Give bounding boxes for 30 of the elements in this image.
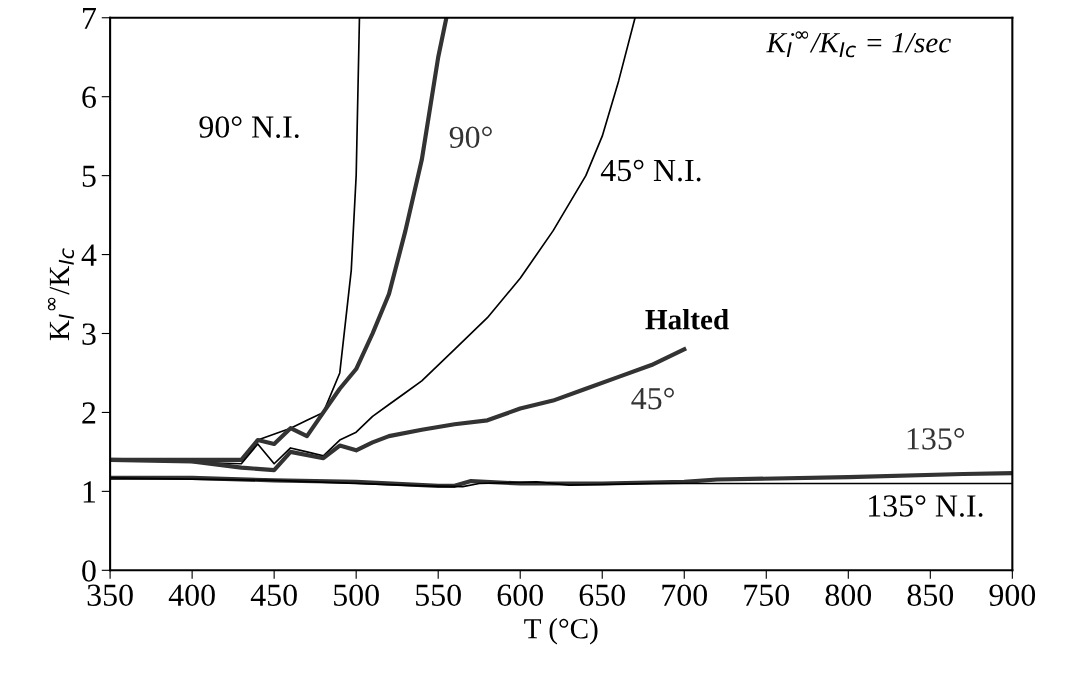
x-tick-label: 800: [825, 584, 872, 606]
series-label: 90° N.I.: [199, 116, 299, 138]
y-tick-label: 1: [83, 481, 95, 503]
x-tick-label: 450: [250, 584, 297, 606]
series-label: 135°: [907, 428, 965, 450]
x-tick-label: 400: [168, 584, 215, 606]
x-tick-label: 600: [497, 584, 543, 606]
y-tick-label: 4: [81, 244, 97, 266]
x-tick-label: 900: [989, 584, 1036, 606]
series-label: 45°: [631, 387, 674, 410]
y-tick-label: 6: [82, 86, 96, 109]
series-label: 135° N.I.: [869, 495, 983, 517]
x-tick-label: 750: [744, 584, 790, 606]
x-tick-label: 700: [662, 584, 707, 606]
x-axis-title: T (°C): [524, 618, 598, 645]
x-tick-label: 650: [579, 584, 625, 606]
y-axis-title: K$_{I}$$^{∞}$/K$_{Ic}$: [47, 248, 75, 341]
y-tick-label: 0: [82, 560, 96, 582]
y-tick-label: 2: [82, 402, 96, 424]
x-tick-label: 350: [87, 584, 133, 606]
x-tick-label: 850: [907, 584, 954, 606]
x-tick-label: 500: [334, 584, 379, 606]
series-label: 90°: [449, 126, 492, 149]
y-tick-label: 5: [82, 165, 96, 188]
annotation: Halted: [645, 308, 729, 330]
y-tick-label: 3: [82, 323, 96, 345]
x-tick-label: 550: [416, 584, 461, 606]
annotation: K̇$_{I}$$^{∞}$/K$_{Ic}$ = 1/sec: [766, 31, 951, 58]
y-tick-label: 7: [83, 7, 96, 29]
series-label: 45° N.I.: [600, 159, 701, 182]
